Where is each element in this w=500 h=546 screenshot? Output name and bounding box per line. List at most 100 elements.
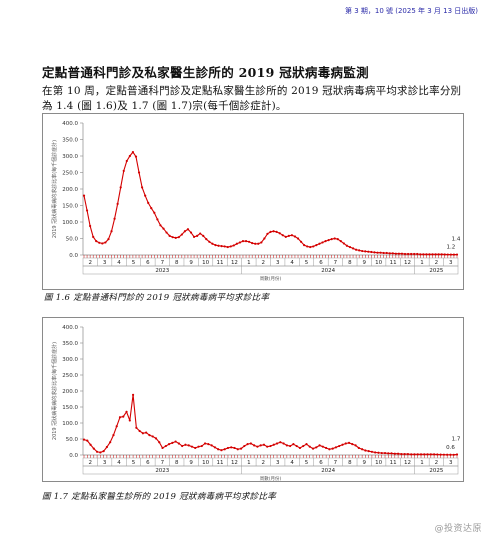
data-point [167,443,171,446]
data-point [211,242,214,245]
data-point [229,245,232,248]
data-point [115,425,118,428]
data-point [423,453,426,456]
month-label: 3 [276,460,280,466]
data-point [433,453,436,456]
data-point [269,230,272,233]
data-point [400,452,403,456]
data-point [171,441,174,444]
data-point [263,237,266,240]
chart-1-6-svg: 2019 冠狀病毒病的求診比率(每千個診症計)400.0350.0300.025… [51,121,461,282]
data-point [259,444,262,447]
data-point [354,444,357,447]
data-point [452,453,455,456]
data-point [168,234,171,237]
data-point [370,250,373,254]
y-tick-label: 100.0 [62,421,78,427]
data-point [305,443,308,446]
data-point [82,194,86,197]
data-point [437,253,440,256]
data-point [287,234,290,237]
data-point [266,445,269,448]
y-tick-label: 350.0 [62,341,78,347]
month-label: 4 [290,260,294,266]
data-point [382,251,385,255]
data-point [413,453,416,456]
data-point [92,447,95,450]
month-label: 11 [390,260,397,266]
data-point [104,241,107,244]
data-point [374,451,377,454]
month-label: 5 [305,260,309,266]
data-point [220,244,223,248]
data-point [99,451,102,454]
data-point [455,253,459,256]
chart-figure-1-6: 2019 冠狀病毒病的求診比率(每千個診症計) 400.0 350.0 300.0 25… [42,113,464,290]
month-label: 12 [404,260,411,266]
data-point [394,252,397,255]
data-point [174,440,177,443]
month-label: 5 [132,460,136,466]
month-label: 4 [117,460,121,466]
data-point [217,448,220,451]
y-axis-label: 2019 冠狀病毒病的求診比率(每千個診症計) [51,140,58,238]
data-point [151,435,154,438]
data-point [110,230,113,233]
year-label: 2024 [321,268,335,274]
data-point [137,171,141,174]
data-point [315,244,318,247]
data-point [342,242,345,245]
data-point [298,446,302,450]
data-point [413,252,416,256]
y-tick-label: 150.0 [62,405,78,411]
data-point [290,234,293,237]
data-point [367,450,370,453]
data-point [318,242,321,245]
data-point [246,443,249,446]
data-point [440,253,443,256]
y-tick-label: 250.0 [62,171,78,177]
month-label: 4 [117,260,121,266]
year-band [82,465,459,475]
month-label: 9 [189,260,193,266]
data-point [355,248,358,251]
year-label: 2025 [429,268,443,274]
data-point [373,251,376,254]
y-tick-label: 350.0 [62,138,78,144]
month-label: 11 [217,460,224,466]
data-point [197,445,200,448]
month-label: 1 [420,260,424,266]
data-point [282,442,285,445]
section-body: 在第 10 周，定點普通科門診及定點私家醫生診所的 2019 冠狀病毒病平均求診… [42,85,462,112]
data-point [86,439,89,442]
annotation-previous-week: 0.6 [446,445,455,451]
data-point [318,444,321,447]
month-label: 3 [276,260,280,266]
data-point [95,240,98,243]
data-point [289,444,292,448]
data-point [233,446,236,450]
y-tick-label: 200.0 [62,187,78,193]
month-label: 2 [88,260,92,266]
y-tick-label: 250.0 [62,373,78,379]
data-point [292,443,295,446]
data-point [92,235,95,238]
data-point [156,218,159,221]
data-point [194,446,197,450]
data-point [308,445,311,448]
year-label: 2025 [429,468,443,474]
data-point [140,186,144,189]
y-tick-label: 0.0 [69,453,78,459]
data-point [239,447,243,450]
month-label: 9 [189,460,193,466]
data-point [403,252,407,256]
year-label: 2023 [155,268,169,274]
month-label: 4 [290,460,294,466]
data-point [187,444,190,447]
month-label: 3 [103,460,107,466]
data-point [118,416,122,419]
month-label: 1 [247,260,251,266]
y-tick-label: 100.0 [62,220,78,226]
data-point [202,234,205,237]
data-point [165,231,168,234]
